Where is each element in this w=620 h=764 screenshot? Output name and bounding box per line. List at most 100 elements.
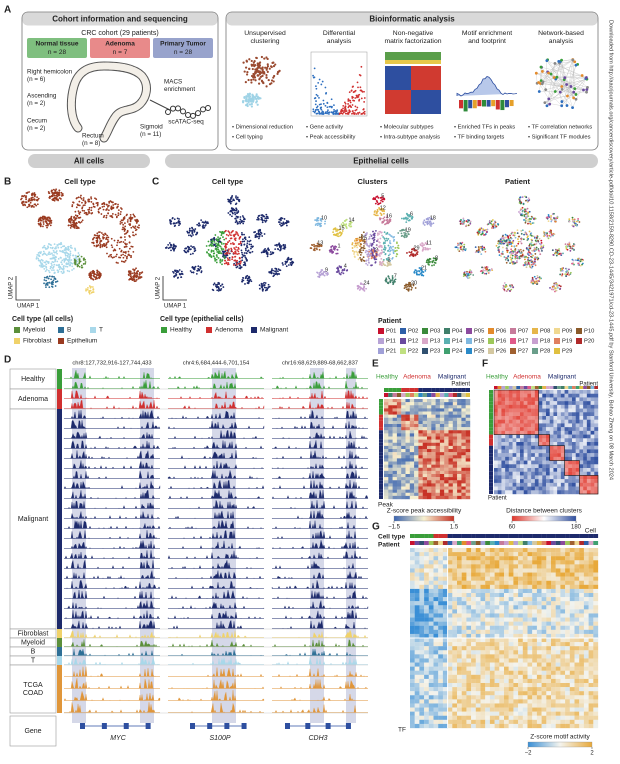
cell-dot	[340, 233, 343, 236]
cell-dot	[383, 245, 386, 247]
cell-dot	[228, 259, 231, 261]
legend-swatch	[510, 348, 516, 354]
cell-dot	[522, 238, 525, 241]
cell-dot	[384, 240, 387, 242]
cell-dot	[561, 269, 564, 272]
cell-dot	[219, 260, 222, 262]
cell-dot	[534, 256, 537, 259]
cell-dot	[509, 285, 512, 288]
cell-dot	[467, 272, 470, 275]
icon-dot	[333, 104, 335, 107]
bead	[165, 109, 171, 115]
legend-swatch	[466, 338, 472, 344]
group-name: Normal tissue	[36, 41, 79, 48]
cell-dot	[400, 232, 403, 235]
cell-dot	[174, 224, 177, 227]
icon-dot	[245, 60, 249, 63]
icon-dot	[251, 100, 255, 103]
cell-dot	[51, 246, 54, 249]
cell-dot	[92, 203, 95, 206]
cell-dot	[68, 259, 71, 261]
cell-dot	[210, 245, 213, 247]
heatmap-cell	[414, 420, 419, 425]
panel-letter: B	[4, 177, 11, 188]
cell-dot	[430, 222, 432, 224]
cell-dot	[324, 222, 326, 225]
cell-dot	[551, 249, 554, 252]
legend-swatch	[400, 338, 406, 344]
cell-dot	[67, 259, 69, 262]
cell-dot	[175, 269, 177, 272]
cell-dot	[126, 255, 128, 258]
cell-dot	[484, 269, 486, 272]
cell-dot	[257, 218, 260, 221]
icon-dot	[347, 100, 350, 102]
cell-dot	[179, 273, 182, 276]
cell-dot	[362, 256, 365, 259]
celltype-bar	[405, 388, 410, 392]
cell-dot	[218, 252, 221, 255]
cell-dot	[217, 248, 220, 251]
cell-dot	[519, 200, 521, 203]
panel-letter: F	[482, 359, 488, 370]
cell-dot	[60, 267, 63, 270]
cell-dot	[531, 260, 534, 263]
cell-dot	[28, 203, 30, 206]
cell-dot	[95, 198, 98, 201]
cell-dot	[48, 196, 51, 199]
cell-dot	[64, 253, 67, 255]
cell-dot	[131, 245, 134, 248]
cell-dot	[380, 231, 383, 234]
cell-dot	[368, 248, 371, 251]
cell-dot	[371, 251, 374, 254]
cell-dot	[169, 222, 172, 225]
cell-dot	[170, 220, 173, 223]
cell-dot	[467, 274, 470, 277]
heatmap-cell	[439, 417, 445, 422]
cell-dot	[515, 256, 518, 259]
section-header	[165, 154, 598, 168]
cell-dot	[189, 253, 192, 256]
cell-dot	[222, 242, 225, 245]
cell-dot	[73, 216, 75, 219]
cell-dot	[118, 241, 121, 244]
cell-dot	[383, 231, 386, 234]
cell-dot	[95, 202, 98, 205]
cell-dot	[383, 259, 385, 261]
cell-dot	[133, 271, 136, 274]
heatmap-cell	[388, 411, 393, 415]
celltype-bar	[452, 388, 458, 392]
cell-dot	[280, 245, 283, 248]
icon-edge	[567, 65, 577, 97]
icon-dot	[272, 65, 276, 68]
legend-label: Malignant	[260, 327, 288, 334]
cell-dot	[59, 243, 61, 245]
cell-dot	[51, 275, 54, 278]
cell-dot	[467, 224, 470, 227]
legend-swatch	[554, 338, 560, 344]
cell-dot	[505, 257, 507, 259]
cell-dot	[337, 233, 339, 235]
cell-dot	[379, 230, 382, 233]
peak-group-bar	[379, 417, 383, 421]
cell-dot	[489, 220, 492, 223]
cell-dot	[67, 252, 70, 255]
cell-dot	[482, 269, 485, 271]
cell-dot	[102, 208, 105, 211]
cell-dot	[367, 253, 370, 255]
cell-dot	[430, 225, 432, 227]
cell-dot	[462, 217, 465, 220]
cell-dot	[403, 234, 406, 237]
cell-dot	[91, 212, 94, 214]
cell-dot	[139, 276, 142, 279]
icon-dot	[250, 78, 253, 82]
cell-dot	[37, 197, 40, 200]
heatmap-cell	[444, 414, 449, 418]
cell-dot	[30, 199, 33, 202]
cell-dot	[234, 250, 237, 253]
cell-dot	[476, 249, 478, 252]
cell-dot	[458, 250, 461, 252]
cell-dot	[234, 233, 236, 236]
cell-dot	[123, 233, 126, 235]
cell-dot	[556, 249, 559, 252]
